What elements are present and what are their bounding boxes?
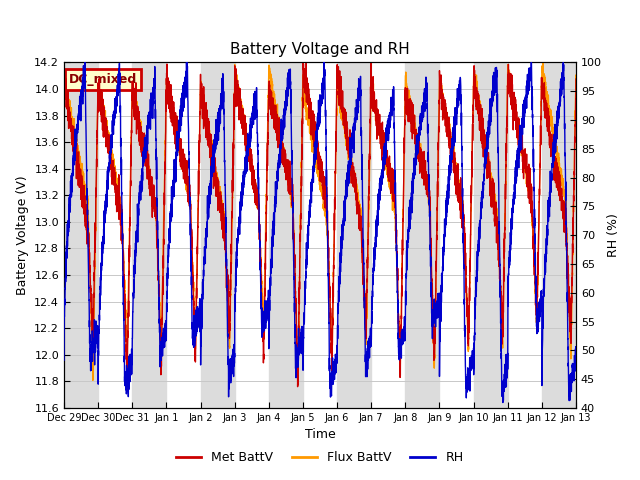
Bar [64,62,98,408]
Legend: Met BattV, Flux BattV, RH: Met BattV, Flux BattV, RH [172,446,468,469]
X-axis label: Time: Time [305,429,335,442]
Bar [132,62,166,408]
Bar [474,62,508,408]
Y-axis label: RH (%): RH (%) [607,213,620,257]
Y-axis label: Battery Voltage (V): Battery Voltage (V) [16,175,29,295]
Bar [337,62,371,408]
Text: DC_mixed: DC_mixed [69,73,138,86]
Title: Battery Voltage and RH: Battery Voltage and RH [230,42,410,57]
Bar [200,62,235,408]
Bar [542,62,576,408]
Bar [269,62,303,408]
Bar [405,62,440,408]
